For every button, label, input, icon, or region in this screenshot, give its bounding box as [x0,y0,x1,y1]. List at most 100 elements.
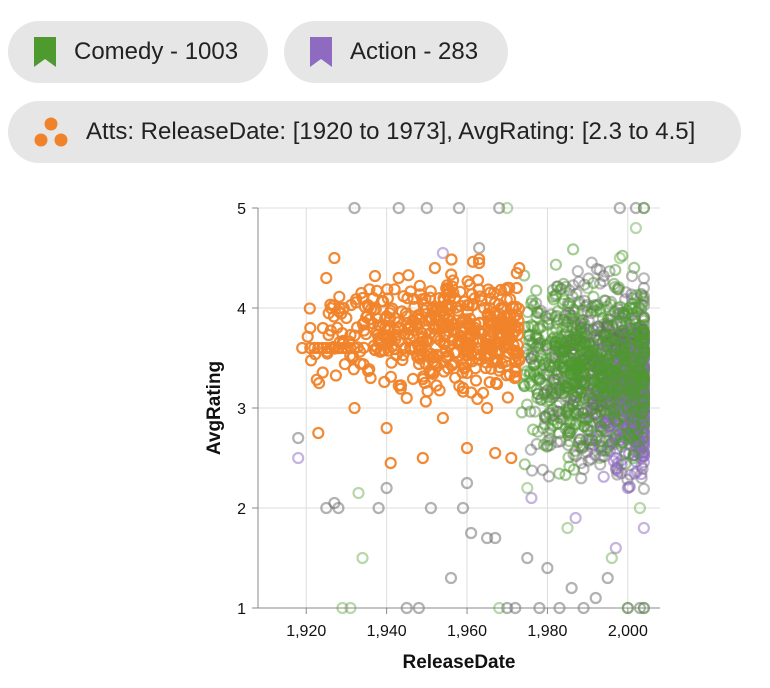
other-point [597,269,610,282]
filter-chip-action[interactable]: Action - 283 [284,21,508,83]
comedy-point [604,298,617,311]
selected-atts-point [324,341,337,355]
selected-atts-point [490,378,504,391]
other-point [637,482,651,495]
selected-atts-point [408,341,421,355]
comedy-point [633,501,647,515]
comedy-point [567,342,580,356]
selected-atts-point [503,308,516,321]
other-point [589,591,602,605]
selected-atts-point [497,301,510,314]
filter-chip-comedy[interactable]: Comedy - 1003 [8,21,268,83]
selected-atts-point [333,290,346,303]
selected-atts-point [363,283,376,296]
selected-atts-point [312,341,325,355]
y-tick-label: 2 [237,501,246,518]
selected-atts-point [477,301,491,315]
other-point [637,201,651,215]
selected-atts-point [509,300,523,313]
comedy-point [517,377,530,390]
selected-atts-point [477,386,490,399]
selected-atts-point [348,401,361,415]
filter-chip-atts[interactable]: Atts: ReleaseDate: [1920 to 1973], AvgRa… [8,101,741,163]
selected-atts-point [500,325,513,338]
other-point [525,464,539,477]
chip-label-action: Action - 283 [350,38,479,65]
selected-atts-point [466,335,480,348]
comedy-point [352,486,365,500]
comedy-point [634,372,647,385]
comedy-point [633,385,646,398]
comedy-point [575,315,588,328]
other-point [489,531,502,545]
selected-atts-point [396,353,409,367]
chip-label-comedy: Comedy - 1003 [74,38,239,65]
comedy-point [624,431,637,444]
comedy-point [542,434,555,447]
selected-atts-point [402,269,415,282]
selected-atts-point [418,304,431,317]
other-point [332,501,345,515]
comedy-point [631,414,644,427]
selected-atts-point [471,392,484,405]
other-point [420,201,433,215]
comedy-point [615,317,628,331]
comedy-point [625,401,639,415]
comedy-point [578,420,591,433]
selected-atts-point [486,341,499,354]
x-tick-label: 2,000 [608,623,648,640]
selected-atts-point [372,319,385,332]
selected-atts-point [328,341,341,355]
x-tick-label: 1,940 [367,623,407,640]
selected-atts-point [510,308,523,321]
other-point [380,481,393,495]
selected-atts-point [501,281,514,295]
selected-atts-point [344,341,357,355]
comedy-point [538,411,552,424]
comedy-point [586,434,599,447]
action-point [637,521,651,535]
comedy-point [523,368,537,381]
comedy-point [561,521,574,535]
selected-atts-point [436,411,449,425]
selected-atts-point [406,372,420,385]
other-point [629,201,643,215]
other-point [424,501,437,515]
other-point [565,581,578,595]
other-point [542,470,556,483]
selected-atts-point [440,351,453,365]
other-point [593,277,607,290]
selected-atts-point [501,391,514,404]
selected-atts-point [344,328,357,342]
selected-atts-point [493,331,506,345]
other-point [456,501,470,515]
action-point [621,481,634,495]
comedy-point [550,309,563,322]
selected-atts-point [394,382,407,395]
comedy-point [627,382,640,395]
y-tick-label: 4 [237,301,246,318]
comedy-point [637,335,651,349]
action-point [292,451,305,465]
other-point [554,435,567,448]
selected-atts-point [499,355,512,368]
selected-atts-point [340,341,353,355]
comedy-point [546,290,559,303]
comedy-point [637,342,651,355]
other-point [569,449,583,463]
y-tick-label: 5 [237,201,246,218]
comedy-point [617,350,630,363]
other-point [590,262,604,276]
selected-atts-point [481,401,494,415]
other-point [575,472,588,485]
other-point [575,457,588,470]
x-tick-label: 1,960 [447,623,487,640]
comedy-point [526,423,540,436]
selected-atts-point [494,283,507,296]
comedy-point [580,340,593,353]
comedy-point [528,405,542,418]
cluster-icon [34,117,68,147]
other-point [348,201,361,215]
comedy-point [629,221,643,235]
